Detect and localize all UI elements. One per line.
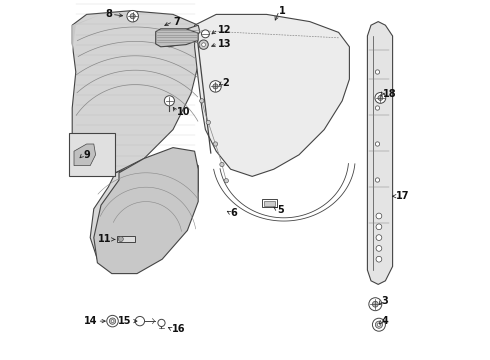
Circle shape xyxy=(135,316,145,326)
Circle shape xyxy=(372,301,378,307)
Bar xyxy=(264,201,275,206)
Circle shape xyxy=(213,84,218,89)
Circle shape xyxy=(378,95,383,100)
Polygon shape xyxy=(90,158,198,270)
Text: 16: 16 xyxy=(172,324,186,334)
Bar xyxy=(117,236,135,242)
Text: 4: 4 xyxy=(382,316,389,326)
Circle shape xyxy=(127,10,139,22)
Circle shape xyxy=(199,99,204,103)
Circle shape xyxy=(375,178,380,182)
Polygon shape xyxy=(74,144,96,166)
Text: 18: 18 xyxy=(383,89,396,99)
Circle shape xyxy=(375,70,380,74)
Polygon shape xyxy=(368,22,392,284)
Circle shape xyxy=(201,30,209,38)
Circle shape xyxy=(109,318,116,324)
Circle shape xyxy=(375,106,380,110)
Text: 13: 13 xyxy=(218,39,231,49)
Circle shape xyxy=(158,319,165,327)
Circle shape xyxy=(210,81,221,92)
Polygon shape xyxy=(160,25,200,47)
Text: 3: 3 xyxy=(382,296,389,306)
Circle shape xyxy=(376,213,382,219)
Text: 15: 15 xyxy=(118,316,132,326)
Circle shape xyxy=(202,43,205,46)
Circle shape xyxy=(111,320,114,323)
Circle shape xyxy=(376,224,382,230)
Text: 10: 10 xyxy=(176,107,190,117)
Text: 1: 1 xyxy=(279,6,286,16)
Polygon shape xyxy=(72,14,101,144)
Polygon shape xyxy=(156,29,198,47)
Text: 8: 8 xyxy=(105,9,112,19)
Text: 5: 5 xyxy=(277,204,284,215)
Circle shape xyxy=(375,321,383,328)
Circle shape xyxy=(375,142,380,146)
Text: 11: 11 xyxy=(98,234,112,244)
Circle shape xyxy=(369,298,382,311)
Circle shape xyxy=(377,323,381,326)
Text: 6: 6 xyxy=(231,208,237,218)
Bar xyxy=(69,133,116,176)
Circle shape xyxy=(376,246,382,251)
Circle shape xyxy=(130,14,135,19)
Polygon shape xyxy=(94,148,198,274)
Circle shape xyxy=(224,179,228,183)
Circle shape xyxy=(375,93,386,103)
Bar xyxy=(262,199,277,207)
Polygon shape xyxy=(195,14,349,176)
Circle shape xyxy=(164,96,174,106)
Circle shape xyxy=(107,315,118,327)
Circle shape xyxy=(118,237,123,242)
Polygon shape xyxy=(72,11,202,173)
Text: 17: 17 xyxy=(396,191,410,201)
Circle shape xyxy=(213,142,218,146)
Text: 9: 9 xyxy=(83,150,90,160)
Circle shape xyxy=(206,120,210,125)
Circle shape xyxy=(372,318,386,331)
Circle shape xyxy=(199,40,208,49)
Circle shape xyxy=(376,235,382,240)
Text: 14: 14 xyxy=(84,316,98,326)
Circle shape xyxy=(376,256,382,262)
Text: 2: 2 xyxy=(222,78,229,88)
Circle shape xyxy=(220,162,224,167)
Text: 7: 7 xyxy=(173,17,180,27)
Text: 12: 12 xyxy=(218,24,231,35)
